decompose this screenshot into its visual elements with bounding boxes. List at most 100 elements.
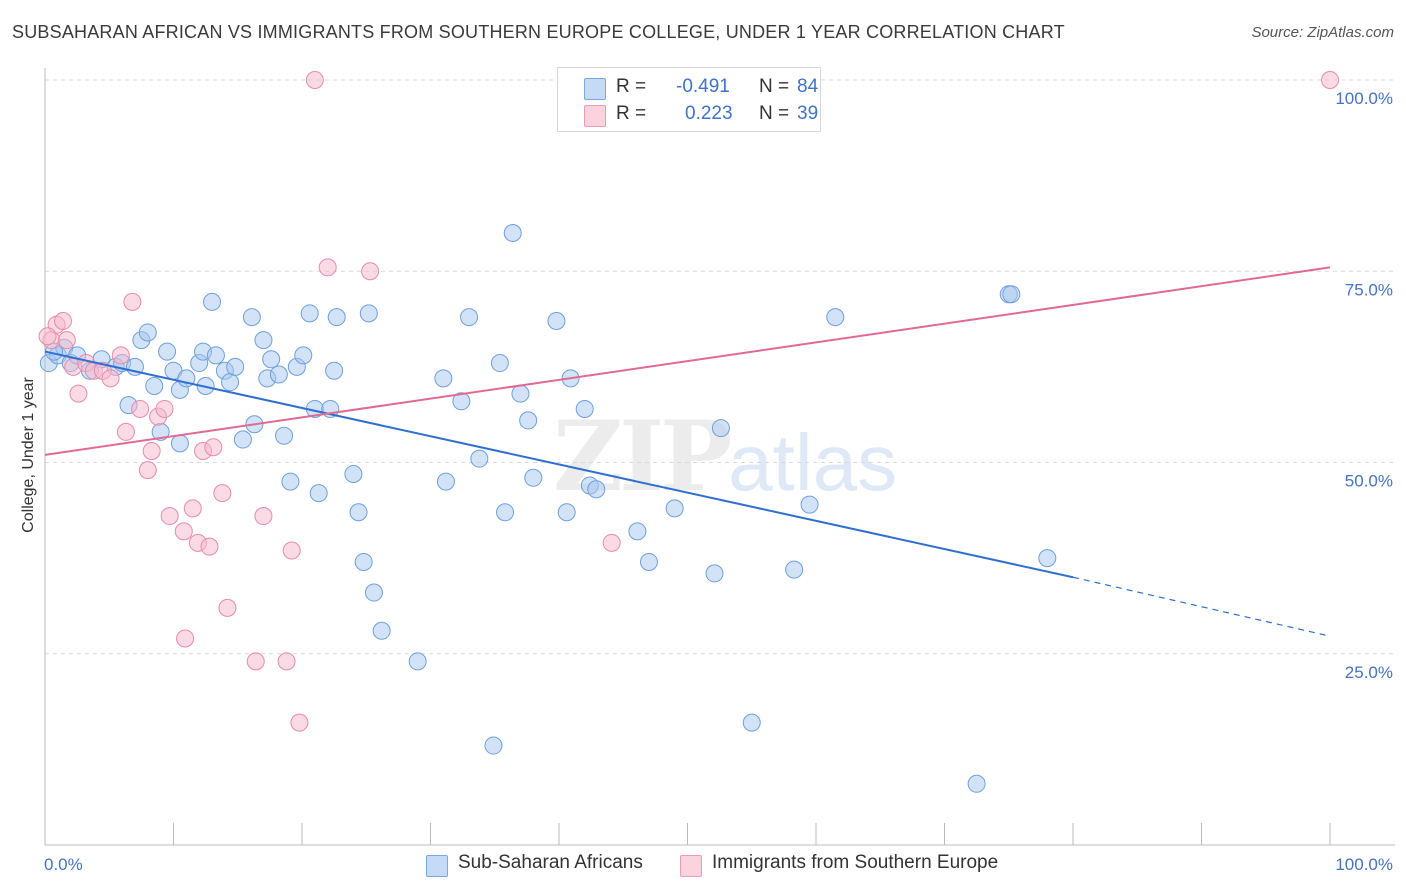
point-southern-europe — [53, 311, 72, 330]
x-tick-label: 100.0% — [1335, 855, 1393, 874]
trend-extension-subsaharan — [1072, 576, 1331, 637]
point-subsaharan — [547, 311, 566, 330]
point-subsaharan — [665, 499, 684, 518]
trend-line-subsaharan — [44, 350, 1074, 579]
point-subsaharan — [349, 503, 368, 522]
point-subsaharan — [254, 331, 273, 350]
point-subsaharan — [705, 564, 724, 583]
point-subsaharan — [300, 304, 319, 323]
point-southern-europe — [200, 537, 219, 556]
point-southern-europe — [602, 533, 621, 552]
legend-r-value: -0.491 — [676, 76, 730, 97]
point-southern-europe — [218, 598, 237, 617]
point-southern-europe — [305, 71, 324, 89]
point-southern-europe — [138, 461, 157, 480]
data-points — [38, 71, 1339, 793]
point-subsaharan — [711, 419, 730, 438]
point-subsaharan — [309, 484, 328, 503]
point-subsaharan — [145, 377, 164, 395]
point-southern-europe — [282, 541, 301, 560]
point-subsaharan — [1038, 549, 1057, 568]
point-subsaharan — [327, 308, 346, 327]
legend-n-label: N = — [759, 76, 790, 97]
legend-r-value: 0.223 — [685, 103, 733, 124]
point-subsaharan — [344, 464, 363, 483]
point-subsaharan — [575, 399, 594, 418]
point-subsaharan — [269, 365, 288, 384]
watermark-zip: ZIP — [553, 400, 732, 513]
bottom-swatch-subsaharan — [426, 855, 448, 877]
bottom-swatch-southern-europe — [680, 855, 702, 877]
x-tick-label: 0.0% — [44, 855, 83, 874]
point-southern-europe — [213, 484, 232, 503]
point-southern-europe — [101, 369, 120, 388]
point-southern-europe — [290, 713, 309, 732]
point-subsaharan — [460, 308, 479, 327]
point-southern-europe — [174, 522, 193, 541]
point-southern-europe — [318, 258, 337, 277]
legend-n-value: 39 — [797, 103, 819, 124]
point-subsaharan — [325, 361, 344, 380]
point-southern-europe — [131, 399, 150, 418]
point-subsaharan — [524, 468, 543, 487]
point-southern-europe — [277, 652, 296, 671]
point-subsaharan — [452, 392, 471, 411]
y-tick-label: 75.0% — [1345, 280, 1393, 299]
point-subsaharan — [511, 384, 530, 403]
legend-swatch-southern-europe — [584, 105, 606, 127]
trend-line-southern-europe — [44, 266, 1331, 456]
point-subsaharan — [557, 503, 576, 522]
legend-n-value: 84 — [797, 76, 819, 97]
legend-swatch-subsaharan — [584, 78, 606, 100]
axis-labels: 25.0% 50.0% 75.0% 100.0% 0.0% 100.0% College, … — [20, 89, 1393, 874]
point-subsaharan — [158, 342, 177, 361]
bottom-legend-label: Immigrants from Southern Europe — [712, 852, 999, 873]
point-southern-europe — [176, 629, 195, 648]
bottom-legend-label: Sub-Saharan Africans — [458, 852, 643, 873]
legend-r-label: R = — [616, 103, 647, 124]
legend-r-label: R = — [616, 76, 647, 97]
point-subsaharan — [262, 350, 281, 369]
point-subsaharan — [628, 522, 647, 541]
point-southern-europe — [57, 331, 76, 350]
y-tick-label: 50.0% — [1345, 472, 1393, 491]
point-subsaharan — [170, 434, 189, 453]
point-southern-europe — [155, 399, 174, 418]
point-subsaharan — [354, 552, 373, 571]
point-subsaharan — [470, 449, 489, 468]
point-subsaharan — [484, 736, 503, 755]
point-subsaharan — [496, 503, 515, 522]
chart-title: SUBSAHARAN AFRICAN VS IMMIGRANTS FROM SO… — [12, 22, 1065, 42]
y-tick-label: 25.0% — [1345, 663, 1393, 682]
point-subsaharan — [233, 430, 252, 449]
point-southern-europe — [142, 442, 161, 461]
point-subsaharan — [490, 354, 509, 373]
point-subsaharan — [742, 713, 761, 732]
point-subsaharan — [359, 304, 378, 323]
point-southern-europe — [111, 346, 130, 365]
point-subsaharan — [408, 652, 427, 671]
y-tick-label: 100.0% — [1335, 89, 1393, 108]
point-southern-europe — [38, 327, 57, 346]
watermark: ZIPatlas — [553, 400, 897, 513]
point-subsaharan — [372, 621, 391, 640]
point-southern-europe — [160, 507, 179, 526]
point-subsaharan — [800, 495, 819, 514]
point-subsaharan — [519, 411, 538, 430]
point-southern-europe — [254, 507, 273, 526]
correlation-legend: R = -0.491 N = 84 R = 0.223 N = 39 — [557, 67, 821, 132]
point-southern-europe — [1321, 71, 1339, 89]
point-subsaharan — [436, 472, 455, 491]
point-subsaharan — [294, 346, 313, 365]
point-subsaharan — [364, 583, 383, 602]
point-subsaharan — [503, 224, 522, 242]
point-southern-europe — [361, 262, 380, 281]
point-southern-europe — [69, 384, 88, 403]
source-label: Source: ZipAtlas.com — [1251, 24, 1394, 41]
point-subsaharan — [275, 426, 294, 445]
point-subsaharan — [138, 323, 157, 342]
point-subsaharan — [434, 369, 453, 388]
point-subsaharan — [785, 560, 804, 579]
point-subsaharan — [826, 308, 845, 327]
